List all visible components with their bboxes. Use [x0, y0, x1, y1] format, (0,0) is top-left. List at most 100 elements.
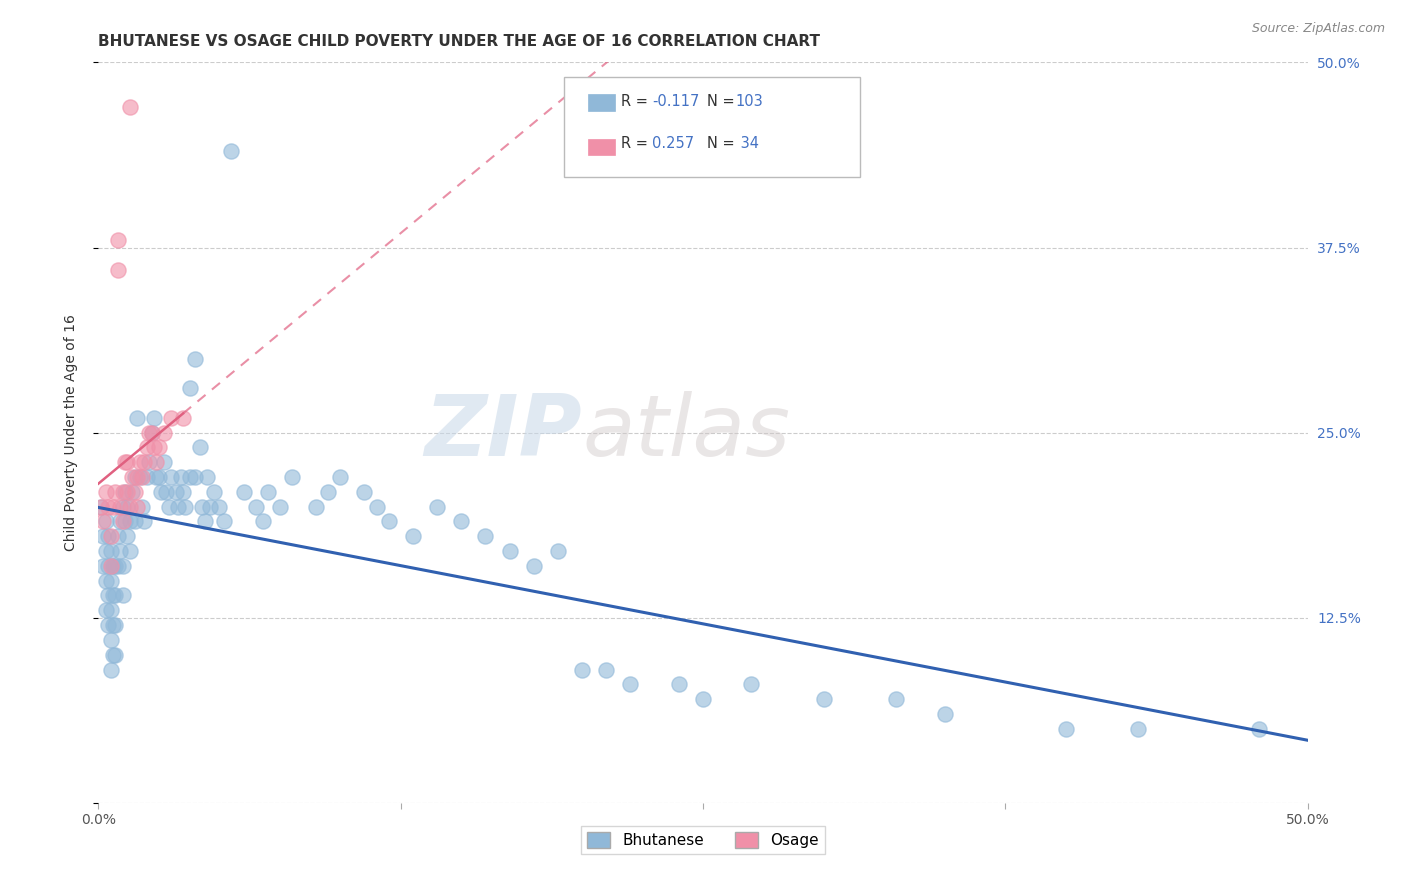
Point	[128, 455, 150, 469]
Point	[157, 500, 180, 514]
Point	[104, 648, 127, 662]
Point	[117, 529, 139, 543]
Point	[107, 558, 129, 573]
Point	[194, 515, 217, 529]
Point	[117, 500, 139, 514]
Point	[165, 484, 187, 499]
Point	[143, 410, 166, 425]
Point	[118, 544, 141, 558]
Point	[117, 484, 139, 499]
Point	[619, 677, 641, 691]
Point	[111, 515, 134, 529]
Text: N =: N =	[707, 94, 740, 109]
Point	[547, 544, 569, 558]
Point	[305, 500, 328, 514]
Point	[316, 484, 339, 499]
Point	[135, 470, 157, 484]
Point	[135, 441, 157, 455]
Point	[100, 574, 122, 588]
Point	[118, 100, 141, 114]
Point	[118, 500, 141, 514]
Point	[94, 603, 117, 617]
Point	[212, 515, 235, 529]
Legend: Bhutanese, Osage: Bhutanese, Osage	[581, 826, 825, 855]
Point	[108, 515, 131, 529]
Text: 103: 103	[735, 94, 763, 109]
Text: atlas: atlas	[582, 391, 790, 475]
Text: BHUTANESE VS OSAGE CHILD POVERTY UNDER THE AGE OF 16 CORRELATION CHART: BHUTANESE VS OSAGE CHILD POVERTY UNDER T…	[98, 34, 821, 49]
Point	[148, 470, 170, 484]
Point	[101, 500, 124, 514]
Point	[108, 544, 131, 558]
Point	[1249, 722, 1271, 736]
Point	[329, 470, 352, 484]
Point	[100, 558, 122, 573]
Point	[143, 441, 166, 455]
Point	[107, 233, 129, 247]
Point	[269, 500, 291, 514]
Point	[148, 441, 170, 455]
Point	[402, 529, 425, 543]
Text: R =: R =	[621, 94, 652, 109]
Text: R =: R =	[621, 136, 652, 152]
Point	[121, 484, 143, 499]
Point	[100, 529, 122, 543]
Point	[1128, 722, 1150, 736]
Point	[426, 500, 449, 514]
Text: -0.117: -0.117	[652, 94, 700, 109]
Point	[886, 692, 908, 706]
Point	[692, 692, 714, 706]
Point	[127, 470, 149, 484]
Point	[252, 515, 274, 529]
Text: 0.257: 0.257	[652, 136, 695, 152]
Point	[97, 529, 120, 543]
Point	[101, 618, 124, 632]
Point	[97, 618, 120, 632]
Point	[160, 410, 183, 425]
Point	[101, 648, 124, 662]
Point	[91, 515, 114, 529]
Point	[1054, 722, 1077, 736]
Point	[94, 574, 117, 588]
Point	[104, 484, 127, 499]
Point	[91, 529, 114, 543]
Point	[127, 500, 149, 514]
Point	[174, 500, 197, 514]
Point	[191, 500, 214, 514]
Point	[118, 515, 141, 529]
Point	[204, 484, 226, 499]
Point	[813, 692, 835, 706]
Point	[141, 425, 163, 440]
Point	[141, 425, 163, 440]
Point	[172, 484, 194, 499]
Point	[160, 470, 183, 484]
Point	[195, 470, 218, 484]
Point	[114, 515, 136, 529]
Point	[150, 484, 173, 499]
Point	[107, 262, 129, 277]
Point	[134, 515, 156, 529]
Point	[124, 515, 146, 529]
Point	[450, 515, 472, 529]
Point	[114, 484, 136, 499]
Point	[232, 484, 254, 499]
Point	[256, 484, 278, 499]
Point	[152, 455, 174, 469]
Point	[498, 544, 520, 558]
Point	[353, 484, 375, 499]
Point	[179, 381, 201, 395]
Point	[131, 500, 153, 514]
Point	[94, 544, 117, 558]
Point	[245, 500, 267, 514]
Point	[104, 558, 127, 573]
Point	[94, 515, 117, 529]
Point	[97, 500, 120, 514]
Text: Source: ZipAtlas.com: Source: ZipAtlas.com	[1251, 22, 1385, 36]
Point	[94, 484, 117, 499]
Point	[108, 500, 131, 514]
Point	[595, 663, 617, 677]
Point	[145, 470, 167, 484]
Point	[111, 589, 134, 603]
Point	[124, 470, 146, 484]
Point	[377, 515, 399, 529]
